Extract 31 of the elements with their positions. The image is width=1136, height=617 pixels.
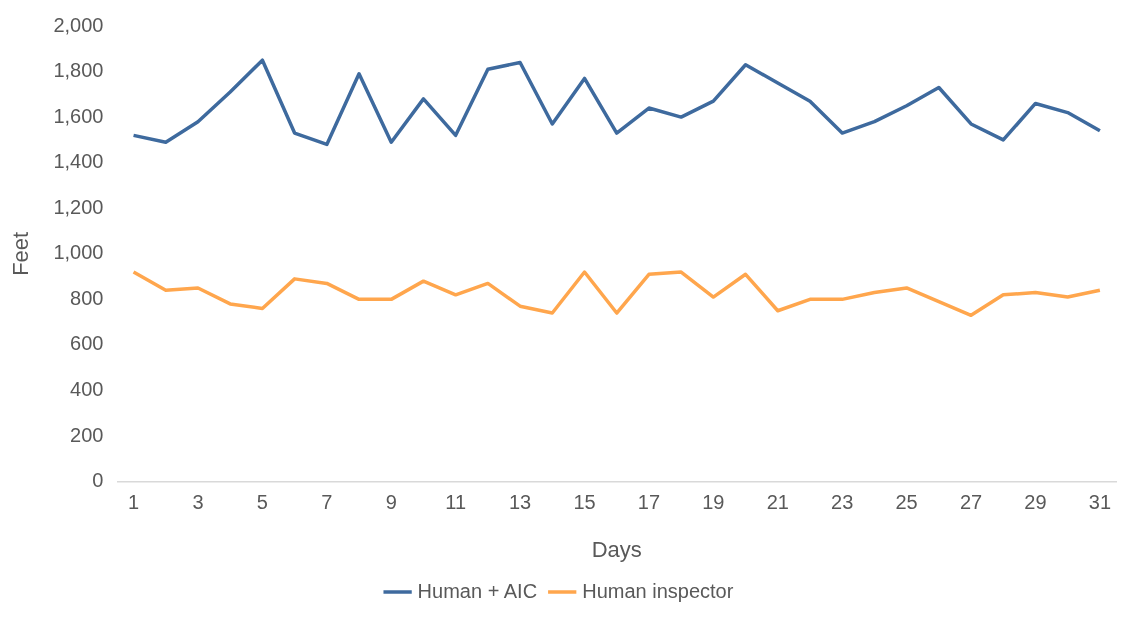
x-tick-label: 17 xyxy=(637,491,661,514)
x-tick-label: 13 xyxy=(508,491,532,514)
y-tick-label: 1,600 xyxy=(53,104,104,127)
y-tick-label: 2,000 xyxy=(53,13,104,36)
x-tick-label: 3 xyxy=(192,491,204,514)
x-tick-label: 9 xyxy=(385,491,397,514)
x-tick-label: 5 xyxy=(256,491,268,514)
x-axis-title: Days xyxy=(591,536,642,562)
y-tick-label: 1,200 xyxy=(53,195,104,218)
y-tick-label: 1,400 xyxy=(53,150,104,173)
x-tick-label: 15 xyxy=(573,491,596,514)
x-tick-label: 31 xyxy=(1088,491,1112,514)
x-tick-label: 29 xyxy=(1024,491,1047,514)
x-tick-label: 27 xyxy=(959,491,983,514)
x-tick-label: 25 xyxy=(895,491,918,514)
x-tick-label: 23 xyxy=(831,491,854,514)
y-tick-label: 600 xyxy=(70,332,104,355)
x-tick-label: 19 xyxy=(702,491,725,514)
x-tick-label: 11 xyxy=(445,491,467,514)
x-tick-label: 7 xyxy=(321,491,333,514)
y-tick-label: 400 xyxy=(70,378,104,400)
y-tick-label: 1,800 xyxy=(53,59,104,82)
y-tick-label: 1,000 xyxy=(53,241,104,264)
y-tick-label: 0 xyxy=(92,469,104,492)
y-tick-label: 800 xyxy=(70,286,104,309)
x-tick-label: 1 xyxy=(127,491,140,514)
y-axis-title: Feet xyxy=(8,231,34,276)
legend-label: Human + AIC xyxy=(417,579,538,602)
x-tick-label: 21 xyxy=(766,491,789,514)
legend-label: Human inspector xyxy=(582,579,734,602)
y-tick-label: 200 xyxy=(70,423,104,446)
